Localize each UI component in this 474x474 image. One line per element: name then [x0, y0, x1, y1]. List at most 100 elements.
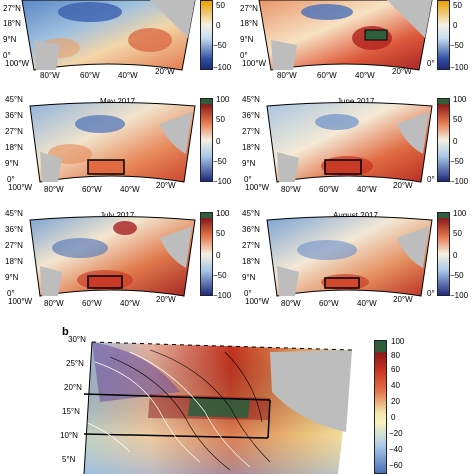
colorbar — [200, 0, 213, 70]
colorbar-tick: −100 — [213, 63, 232, 72]
lat-label: 18°N — [5, 257, 23, 266]
panel-letter: b — [62, 326, 69, 338]
lat-label: 27°N — [5, 241, 23, 250]
map-b — [83, 341, 353, 474]
lon-label: 100°W — [8, 183, 33, 192]
colorbar — [200, 98, 213, 182]
colorbar-tick: 50 — [216, 229, 225, 238]
lon-label: 80°W — [281, 299, 301, 308]
lon-label: 40°W — [118, 71, 138, 80]
lat-label: 27°N — [3, 4, 21, 13]
colorbar-tick: −50 — [450, 157, 464, 166]
colorbar-tick: 0 — [216, 137, 221, 146]
panel-title: July 2017 — [100, 211, 135, 220]
lon-label: 60°W — [80, 71, 100, 80]
colorbar-tick: 0 — [453, 137, 458, 146]
map-august-2017 — [266, 216, 433, 297]
map-top-left — [21, 0, 196, 71]
lat-label: 27°N — [242, 127, 260, 136]
colorbar-tick: −100 — [213, 291, 232, 300]
lat-label: 36°N — [242, 225, 260, 234]
colorbar-tick: 100 — [391, 337, 405, 346]
lon-label: 60°W — [82, 185, 102, 194]
lon-label: 100°W — [245, 297, 270, 306]
lat-label: 18°N — [5, 143, 23, 152]
lat-label: 25°N — [66, 359, 84, 368]
lon-label: 20°W — [156, 181, 176, 190]
map-june-2017 — [266, 102, 433, 183]
colorbar-tick: 80 — [391, 351, 400, 360]
lat-label: 15°N — [62, 407, 80, 416]
lon-label: 60°W — [319, 299, 339, 308]
map-panel-july-2017: July 2017 45°N 36°N 27°N 18°N 9°N 0° 100… — [0, 208, 237, 308]
colorbar-tick: 0 — [216, 21, 221, 30]
lat-label: 36°N — [5, 111, 23, 120]
colorbar-tick: −50 — [213, 41, 227, 50]
panel-title: August 2017 — [333, 211, 378, 220]
lat-label: 0° — [7, 289, 15, 298]
colorbar-tick: −50 — [213, 157, 227, 166]
lon-label: 60°W — [82, 299, 102, 308]
lat-label: 36°N — [5, 225, 23, 234]
lat-label: 45°N — [5, 209, 23, 218]
panel-title: May 2017 — [100, 97, 136, 106]
colorbar-tick: 0 — [453, 251, 458, 260]
lon-label: 80°W — [44, 299, 64, 308]
lat-label: 45°N — [242, 209, 260, 218]
lat-label: 27°N — [242, 241, 260, 250]
lat-label: 20°N — [64, 383, 82, 392]
lon-label: 40°W — [120, 185, 140, 194]
colorbar-tick: 60 — [391, 365, 400, 374]
lat-label: 18°N — [240, 19, 258, 28]
lon-label: 80°W — [44, 185, 64, 194]
lon-label: 80°W — [277, 71, 297, 80]
lon-label: 20°W — [155, 67, 175, 76]
lat-label: 0° — [240, 51, 248, 60]
lon-label: 100°W — [8, 297, 33, 306]
lat-label: 27°N — [240, 4, 258, 13]
colorbar-tick: 20 — [391, 397, 400, 406]
lat-label: 18°N — [242, 143, 260, 152]
colorbar-tick: 100 — [216, 95, 230, 104]
lon-label: 40°W — [357, 185, 377, 194]
colorbar-tick: 50 — [216, 1, 225, 10]
lon-label: 20°W — [393, 295, 413, 304]
lat-label: 9°N — [242, 159, 256, 168]
lat-label: 27°N — [5, 127, 23, 136]
lon-label: 20°W — [393, 181, 413, 190]
lon-label: 0° — [427, 59, 435, 68]
colorbar-tick: −100 — [450, 63, 469, 72]
lon-label: 80°W — [40, 71, 60, 80]
lat-label: 0° — [244, 289, 252, 298]
lat-label: 9°N — [5, 273, 19, 282]
colorbar-tick: 0 — [391, 413, 396, 422]
lat-label: 5°N — [62, 455, 76, 464]
colorbar-tick: 0 — [453, 21, 458, 30]
colorbar-tick: −50 — [450, 271, 464, 280]
lon-label: 100°W — [245, 183, 270, 192]
lon-label: 0° — [427, 175, 435, 184]
colorbar-tick: 100 — [216, 209, 230, 218]
map-may-2017 — [29, 102, 196, 183]
lat-label: 45°N — [242, 95, 260, 104]
colorbar-tick: 50 — [453, 1, 462, 10]
colorbar-tick: 50 — [453, 115, 462, 124]
colorbar-tick: −100 — [450, 177, 469, 186]
colorbar-tick: −100 — [213, 177, 232, 186]
lat-label: 9°N — [242, 273, 256, 282]
colorbar-tick: −100 — [450, 291, 469, 300]
lat-label: 45°N — [5, 95, 23, 104]
map-july-2017 — [29, 216, 196, 297]
colorbar-tick: 50 — [216, 115, 225, 124]
lat-label: 0° — [7, 175, 15, 184]
colorbar-tick: 100 — [453, 95, 467, 104]
lon-label: 60°W — [319, 185, 339, 194]
lon-label: 0° — [427, 289, 435, 298]
map-panel-may-2017: May 2017 45°N 36°N 27°N 18°N 9°N 0° 100°… — [0, 94, 237, 194]
colorbar-tick: −50 — [213, 271, 227, 280]
colorbar-tick: −20 — [389, 429, 403, 438]
map-panel-b: b 30°N 25°N 20°N 15 — [0, 322, 474, 474]
map-panel-june-2017: June 2017 45°N 36°N 27°N 18°N 9°N 0° 100… — [237, 94, 474, 194]
lon-label: 100°W — [242, 59, 267, 68]
lon-label: 60°W — [317, 71, 337, 80]
